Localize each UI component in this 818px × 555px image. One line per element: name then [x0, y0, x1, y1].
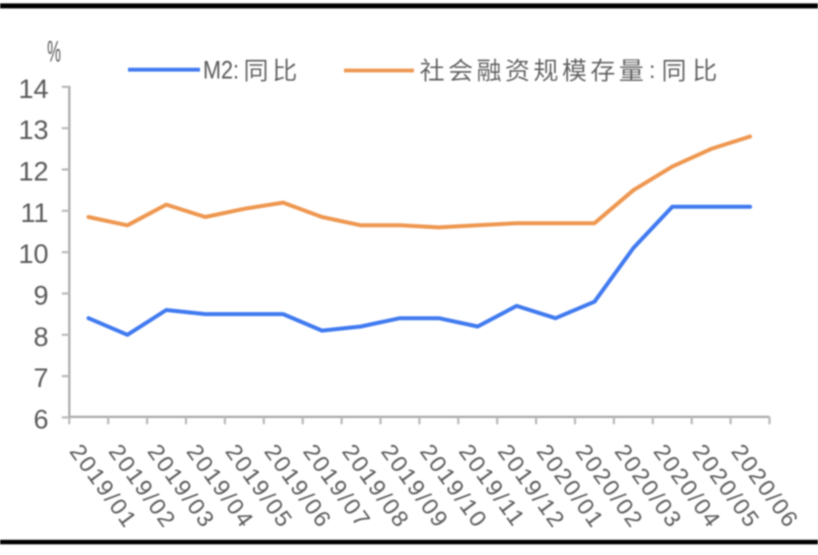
svg-text:13: 13 [18, 115, 48, 145]
svg-text:9: 9 [33, 281, 48, 311]
svg-text:11: 11 [20, 198, 48, 228]
svg-text:12: 12 [18, 157, 48, 187]
svg-text:7: 7 [33, 363, 48, 393]
svg-text:14: 14 [18, 74, 48, 104]
svg-text::: : [649, 57, 655, 83]
svg-text:6: 6 [33, 404, 48, 434]
svg-text:8: 8 [33, 322, 48, 352]
svg-text:M2:: M2: [203, 57, 239, 85]
svg-text:10: 10 [18, 239, 48, 269]
svg-text:%: % [47, 35, 61, 69]
